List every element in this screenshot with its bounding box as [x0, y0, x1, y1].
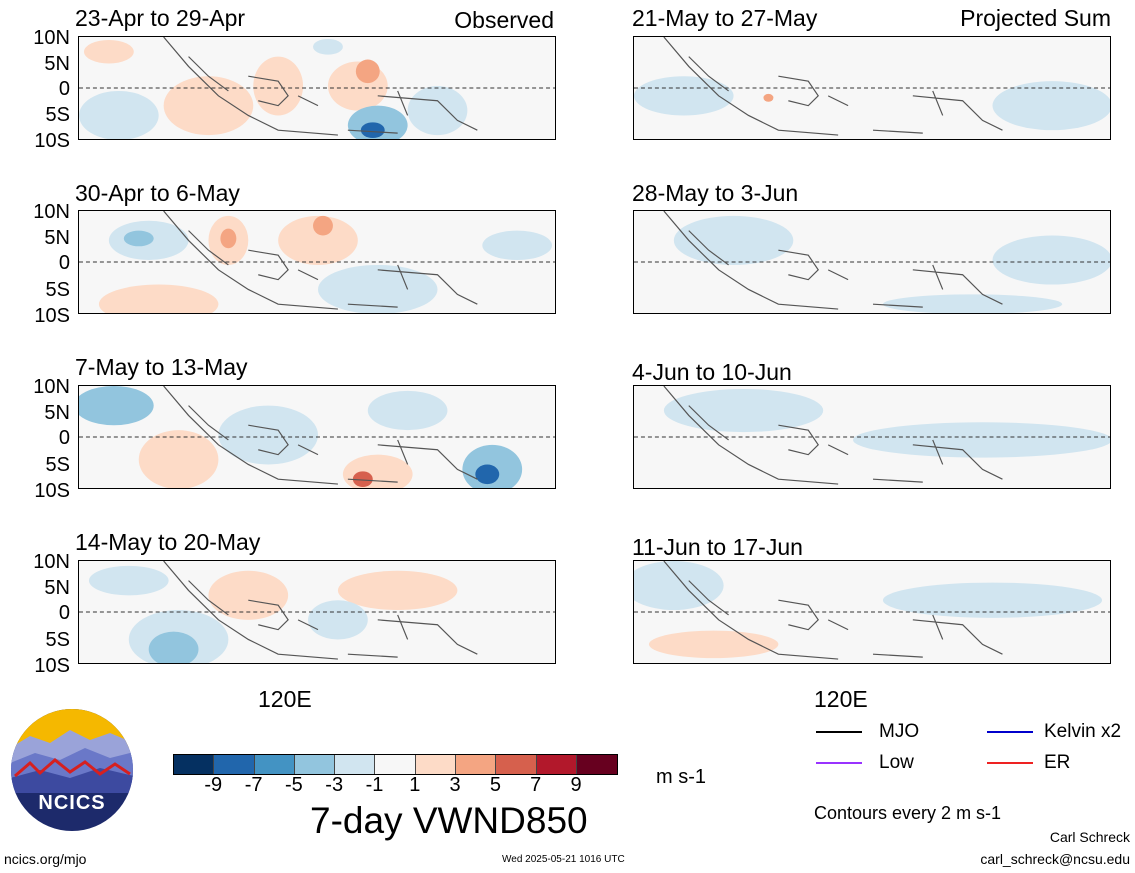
legend-line-kelvin — [987, 731, 1033, 733]
legend-label-kelvin: Kelvin x2 — [1044, 721, 1122, 742]
colorbar-swatch — [375, 755, 416, 774]
colorbar-swatch — [496, 755, 537, 774]
map-panel — [633, 560, 1111, 664]
colorbar-swatch — [456, 755, 497, 774]
colorbar-tick-label: -7 — [244, 774, 263, 796]
logo-text: NCICS — [38, 792, 106, 814]
panel-title: 4-Jun to 10-Jun — [632, 359, 792, 385]
map-panel — [633, 210, 1111, 314]
colorbar-swatch — [294, 755, 336, 774]
panel-title: 7-May to 13-May — [75, 354, 248, 380]
colorbar-tick-label: -9 — [204, 774, 223, 796]
legend-line-mjo — [816, 731, 862, 733]
colorbar-swatch — [335, 755, 376, 774]
wind-anomaly-map — [79, 211, 555, 313]
colorbar-units: m s-1 — [656, 766, 706, 788]
logo-icon — [11, 709, 133, 831]
timestamp: Wed 2025-05-21 1016 UTC — [502, 854, 625, 865]
wind-anomaly-map — [79, 386, 555, 488]
map-panel — [78, 560, 556, 664]
colorbar-tick-label: 3 — [449, 774, 461, 796]
legend-label-er: ER — [1044, 752, 1071, 773]
legend-line-low — [816, 762, 862, 764]
panel-tag: Projected Sum — [960, 5, 1111, 31]
map-panel — [633, 36, 1111, 140]
colorbar-tick-label: 5 — [489, 774, 501, 796]
colorbar-tick-label: 7 — [530, 774, 542, 796]
site-link[interactable]: ncics.org/mjo — [4, 851, 87, 867]
colorbar-swatch — [214, 755, 255, 774]
legend-label-mjo: MJO — [879, 721, 920, 742]
panel-title: 23-Apr to 29-Apr — [75, 5, 246, 31]
chart-title: 7-day VWND850 — [310, 800, 588, 841]
colorbar-tick-label: -5 — [284, 774, 303, 796]
wind-anomaly-map — [79, 561, 555, 663]
panel-title: 21-May to 27-May — [632, 5, 818, 31]
wind-anomaly-map — [634, 211, 1110, 313]
colorbar-tick-label: 1 — [409, 774, 421, 796]
colorbar-tick-label: 9 — [570, 774, 582, 796]
contour-note: Contours every 2 m s-1 — [814, 803, 1002, 823]
panel-title: 14-May to 20-May — [75, 529, 261, 555]
lon-label-left: 120E — [258, 686, 312, 712]
legend-line-er — [987, 762, 1033, 764]
colorbar-tick-label: -3 — [325, 774, 344, 796]
colorbar-swatch — [415, 755, 457, 774]
wind-anomaly-map — [634, 561, 1110, 660]
wind-anomaly-map — [634, 386, 1110, 485]
map-panel — [78, 36, 556, 140]
wind-anomaly-map — [79, 37, 555, 139]
colorbar-swatch — [576, 755, 618, 774]
map-panel — [633, 385, 1111, 489]
colorbar-swatch — [536, 755, 577, 774]
colorbar — [173, 754, 619, 775]
map-panel — [78, 385, 556, 489]
map-panel — [78, 210, 556, 314]
email[interactable]: carl_schreck@ncsu.edu — [980, 851, 1130, 867]
colorbar-tick-label: -1 — [365, 774, 384, 796]
ncics-logo: NCICS — [10, 708, 134, 832]
panel-title: 30-Apr to 6-May — [75, 180, 240, 206]
lon-label-right: 120E — [814, 686, 868, 712]
panel-tag: Observed — [454, 7, 554, 33]
panel-title: 11-Jun to 17-Jun — [632, 534, 803, 560]
legend-label-low: Low — [879, 752, 914, 773]
colorbar-swatch — [174, 755, 215, 774]
panel-title: 28-May to 3-Jun — [632, 180, 799, 206]
colorbar-swatch — [254, 755, 295, 774]
wind-anomaly-map — [634, 37, 1110, 136]
author: Carl Schreck — [1049, 829, 1130, 845]
